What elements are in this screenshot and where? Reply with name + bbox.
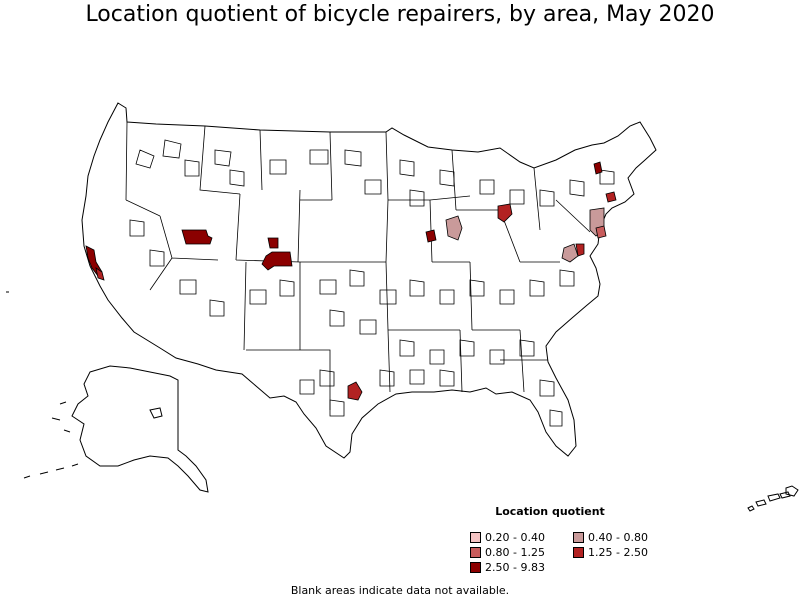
legend-swatch-1 (573, 532, 584, 543)
legend-item-2: 0.80 - 1.25 (470, 546, 545, 559)
map-title: Location quotient of bicycle repairers, … (85, 2, 715, 27)
legend-title: Location quotient (495, 505, 605, 518)
hawaii-islands (747, 485, 799, 512)
legend-label-2: 0.80 - 1.25 (485, 546, 545, 559)
area-denver (261, 251, 293, 271)
data-availability-note: Blank areas indicate data not available. (0, 584, 800, 597)
area-salt-lake-city (181, 229, 213, 245)
legend-items: 0.20 - 0.40 0.40 - 0.80 0.80 - 1.25 1.25… (470, 531, 648, 583)
area-chicago (445, 215, 463, 241)
map-legend: Location quotient 0.20 - 0.40 0.40 - 0.8… (470, 505, 648, 583)
area-philadelphia (595, 225, 607, 239)
area-detroit (497, 203, 513, 223)
area-boston (605, 191, 617, 203)
legend-label-0: 0.20 - 0.40 (485, 531, 545, 544)
legend-item-4: 2.50 - 9.83 (470, 561, 545, 574)
contiguous-us-outline (81, 102, 657, 459)
legend-label-3: 1.25 - 2.50 (588, 546, 648, 559)
area-boulder (267, 237, 279, 249)
note-text: Blank areas indicate data not available. (290, 584, 510, 597)
legend-swatch-2 (470, 547, 481, 558)
area-baltimore (575, 243, 585, 257)
legend-swatch-3 (573, 547, 584, 558)
legend-item-0: 0.20 - 0.40 (470, 531, 545, 544)
legend-item-1: 0.40 - 0.80 (573, 531, 648, 544)
legend-label-1: 0.40 - 0.80 (588, 531, 648, 544)
area-washington-dc (561, 243, 579, 263)
area-boundaries (125, 121, 615, 427)
legend-swatch-0 (470, 532, 481, 543)
legend-item-3: 1.25 - 2.50 (573, 546, 648, 559)
area-salinas (95, 267, 105, 281)
area-austin (347, 381, 363, 401)
legend-label-4: 2.50 - 9.83 (485, 561, 545, 574)
legend-swatch-4 (470, 562, 481, 573)
highlighted-areas (85, 161, 617, 401)
alaska-islands (23, 401, 163, 479)
area-madison (425, 229, 437, 243)
area-burlington (593, 161, 603, 175)
alaska-outline (71, 365, 209, 493)
